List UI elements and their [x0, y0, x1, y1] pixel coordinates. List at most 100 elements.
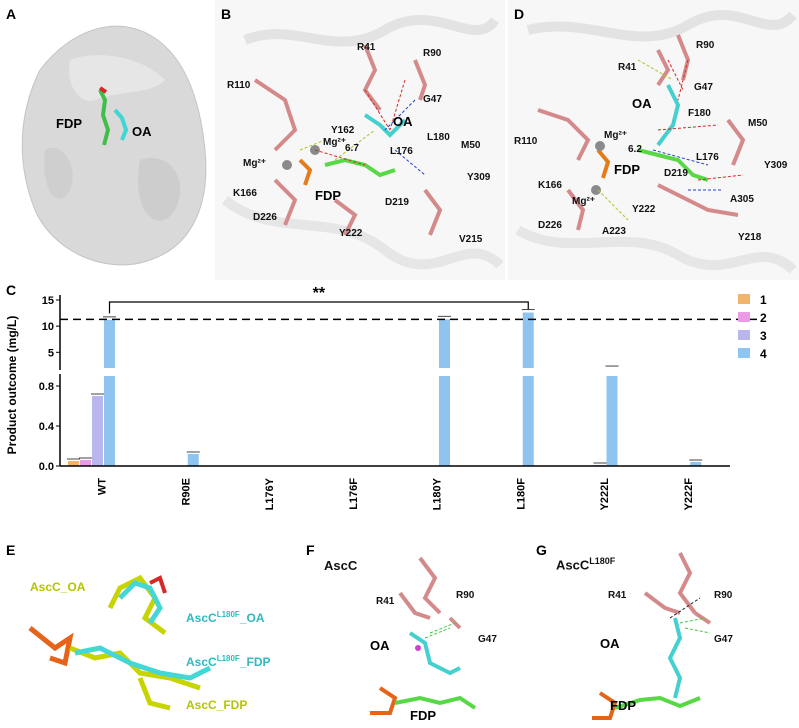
- resi-b-l180: L180: [427, 132, 450, 143]
- panel-f-title: AscC: [324, 558, 358, 573]
- structure-f: [370, 556, 477, 715]
- x-tick-L180F: L180F: [515, 478, 527, 510]
- label-e-ascc-fdp: AscC_FDP: [186, 698, 248, 712]
- ligand-b-oa: OA: [393, 114, 413, 129]
- bar-4-L180Y-low: [439, 376, 450, 466]
- resi-d-f180: F180: [688, 108, 711, 119]
- active-site-b: [221, 15, 504, 270]
- x-tick-Y222F: Y222F: [683, 478, 695, 511]
- panel-a-label: A: [6, 6, 17, 22]
- x-tick-L176Y: L176Y: [264, 477, 276, 510]
- label-e-l180f-1: L180F: [216, 610, 240, 619]
- panel-g: G AscCL180F R41 R90 G47 OA FDP: [530, 538, 799, 728]
- panel-a: A FDP OA: [0, 0, 215, 280]
- panel-e-label: E: [6, 542, 16, 558]
- bar-4-L180F-low: [522, 376, 534, 466]
- bar-chart: WT R90E L176Y L176F L180Y L180F Y222L Y222F 0.0 0…: [5, 285, 767, 510]
- panel-g-title-main: AscC: [556, 557, 590, 573]
- axis-break: [62, 370, 732, 374]
- y-tick-up-5: 5: [48, 347, 54, 359]
- label-e-l180f-2: L180F: [216, 654, 240, 663]
- ligand-d-oa: OA: [632, 96, 652, 111]
- resi-d-r110: R110: [514, 136, 538, 147]
- mg-b-1: Mg²⁺: [323, 137, 347, 148]
- panel-b: B R41 R90 G47 R110 Y162 OA L180 M50 L176…: [215, 0, 505, 280]
- ligand-label-oa: OA: [132, 124, 152, 139]
- x-tick-L176F: L176F: [348, 478, 360, 510]
- x-tick-Y222L: Y222L: [599, 478, 611, 511]
- resi-d-y309: Y309: [764, 160, 788, 171]
- x-tick-R90E: R90E: [180, 478, 192, 506]
- ligand-f-oa: OA: [370, 638, 390, 653]
- panel-d: D R90 R41 G47 OA F180 M50 R110 L176 Mg²⁺…: [508, 0, 799, 280]
- label-e-ascc-oa: AscC_OA: [30, 580, 86, 594]
- resi-d-d226: D226: [538, 220, 562, 231]
- resi-d-r41: R41: [618, 62, 637, 73]
- resi-d-y222: Y222: [632, 204, 656, 215]
- y-axis-label: Product outcome (mg/L): [5, 316, 19, 455]
- resi-b-l176: L176: [390, 146, 413, 157]
- resi-d-d219: D219: [664, 168, 688, 179]
- resi-d-a223: A223: [602, 226, 626, 237]
- legend-swatch-4: [738, 348, 750, 358]
- legend-swatch-2: [738, 312, 750, 322]
- resi-b-g47: G47: [423, 94, 442, 105]
- panel-d-label: D: [514, 6, 525, 22]
- resi-d-l176: L176: [696, 152, 719, 163]
- bar-4-WT: [104, 319, 115, 368]
- panel-g-label: G: [536, 542, 547, 558]
- panel-e: E AscC_OA AscCL180F_OA AscCL180F_FDP Asc…: [0, 538, 300, 728]
- mg-d-1: Mg²⁺: [604, 130, 628, 141]
- resi-g-r41: R41: [608, 590, 627, 601]
- label-e-l180f-oa: AscCL180F_OA: [186, 610, 265, 625]
- panel-f: F AscC R41 R90 G47 OA FDP: [300, 538, 530, 728]
- resi-d-g47: G47: [694, 82, 713, 93]
- bar-4-L180Y: [439, 319, 450, 368]
- ligand-b-fdp: FDP: [315, 188, 341, 203]
- active-site-d: [515, 10, 797, 274]
- y-tick-low-0.8: 0.8: [39, 381, 54, 393]
- mg-b-2: Mg²⁺: [243, 158, 267, 169]
- y-tick-low-0.0: 0.0: [39, 461, 54, 473]
- resi-b-d226: D226: [253, 212, 277, 223]
- resi-d-y218: Y218: [738, 232, 762, 243]
- legend-swatch-1: [738, 294, 750, 304]
- resi-b-y162: Y162: [331, 125, 355, 136]
- bar-4-WT-low: [104, 376, 115, 466]
- label-e-fdp-suffix: _FDP: [239, 655, 271, 669]
- resi-b-k166: K166: [233, 188, 257, 199]
- bar-4-L180F: [522, 312, 534, 368]
- bar-4-R90E: [187, 454, 199, 466]
- panel-f-label: F: [306, 542, 315, 558]
- resi-b-r90: R90: [423, 48, 442, 59]
- legend-swatch-3: [738, 330, 750, 340]
- mg-d-2: Mg²⁺: [572, 196, 596, 207]
- panel-c-label: C: [6, 282, 17, 298]
- resi-d-a305: A305: [730, 194, 754, 205]
- resi-f-r41: R41: [376, 596, 395, 607]
- resi-b-d219: D219: [385, 197, 409, 208]
- resi-f-g47: G47: [478, 634, 497, 645]
- label-e-ascc-1: AscC: [186, 611, 217, 625]
- bar-1-WT: [68, 461, 79, 466]
- resi-d-m50: M50: [748, 118, 768, 129]
- bar-4-Y222L-low: [606, 376, 618, 466]
- bar-3-WT: [92, 396, 103, 466]
- ligand-f-fdp: FDP: [410, 708, 436, 723]
- panel-g-title: AscCL180F: [556, 556, 615, 572]
- y-tick-up-15: 15: [42, 295, 54, 307]
- bars-group: [67, 309, 703, 466]
- resi-b-m50: M50: [461, 140, 481, 151]
- axes-group: WT R90E L176Y L176F L180Y L180F Y222L Y222F 0.0 0…: [5, 285, 767, 510]
- resi-b-y222: Y222: [339, 228, 363, 239]
- resi-d-k166: K166: [538, 180, 562, 191]
- x-tick-WT: WT: [97, 478, 109, 495]
- significance-bracket: [108, 301, 529, 314]
- legend-label-1: 1: [760, 293, 767, 307]
- bar-4-Y222F: [690, 462, 702, 466]
- resi-b-r110: R110: [227, 80, 251, 91]
- label-e-l180f-fdp: AscCL180F_FDP: [186, 654, 271, 669]
- ligand-label-fdp: FDP: [56, 116, 82, 131]
- protein-surface: [21, 25, 207, 266]
- ligand-g-fdp: FDP: [610, 698, 636, 713]
